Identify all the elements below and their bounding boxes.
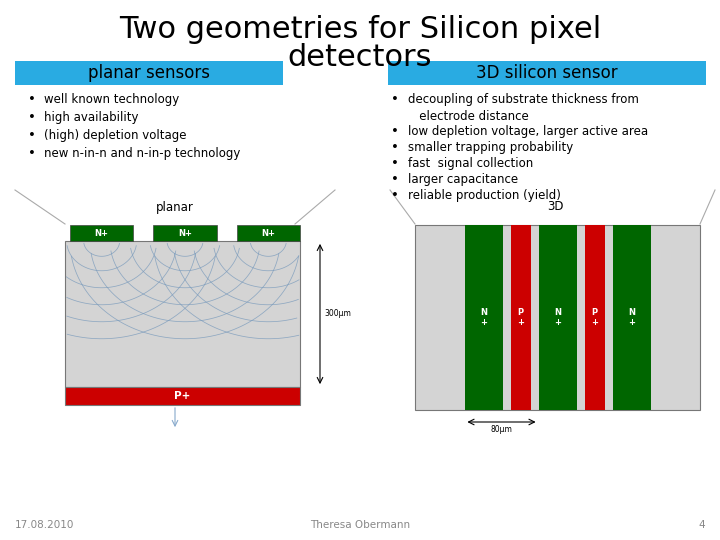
Text: high availability: high availability [44,111,138,125]
Text: N+: N+ [178,228,192,238]
Text: 4: 4 [698,520,705,530]
Bar [613,225,650,410]
Text: smaller trapping probability: smaller trapping probability [408,141,573,154]
Text: •: • [391,173,399,186]
Text: planar sensors: planar sensors [88,64,210,82]
Text: decoupling of substrate thickness from: decoupling of substrate thickness from [408,93,639,106]
Bar [70,225,133,241]
Text: P
+: P + [517,308,524,327]
Text: well known technology: well known technology [44,93,179,106]
Text: 80μm: 80μm [490,426,513,435]
Bar [539,225,577,410]
Text: •: • [28,111,36,125]
Text: •: • [28,93,36,106]
Bar [153,225,217,241]
Text: planar: planar [156,200,194,213]
Text: detectors: detectors [288,44,432,72]
Text: •: • [391,158,399,171]
Text: N+: N+ [261,228,275,238]
Bar [65,387,300,405]
Text: •: • [391,93,399,106]
Bar [415,225,700,410]
Bar [237,225,300,241]
Text: •: • [391,141,399,154]
Bar [464,225,503,410]
Text: (high) depletion voltage: (high) depletion voltage [44,130,186,143]
Bar [65,241,300,387]
Text: P+: P+ [174,391,191,401]
Text: larger capacitance: larger capacitance [408,173,518,186]
Text: reliable production (yield): reliable production (yield) [408,190,561,202]
Bar [585,225,605,410]
Text: •: • [391,125,399,138]
Text: •: • [391,190,399,202]
Text: electrode distance: electrode distance [408,110,528,123]
Text: •: • [28,130,36,143]
Bar [15,61,283,85]
Text: new n-in-n and n-in-p technology: new n-in-n and n-in-p technology [44,147,240,160]
Text: N
+: N + [480,308,487,327]
Bar [510,225,531,410]
Text: 300μm: 300μm [324,309,351,319]
Text: •: • [28,147,36,160]
Text: 3D: 3D [546,200,563,213]
Text: Theresa Obermann: Theresa Obermann [310,520,410,530]
Text: Two geometries for Silicon pixel: Two geometries for Silicon pixel [119,16,601,44]
Text: low depletion voltage, larger active area: low depletion voltage, larger active are… [408,125,648,138]
Text: P
+: P + [591,308,598,327]
Text: N+: N+ [94,228,109,238]
Text: 17.08.2010: 17.08.2010 [15,520,74,530]
Text: N
+: N + [628,308,635,327]
Text: 3D silicon sensor: 3D silicon sensor [476,64,618,82]
Bar [388,61,706,85]
Text: N
+: N + [554,308,561,327]
Text: fast  signal collection: fast signal collection [408,158,534,171]
